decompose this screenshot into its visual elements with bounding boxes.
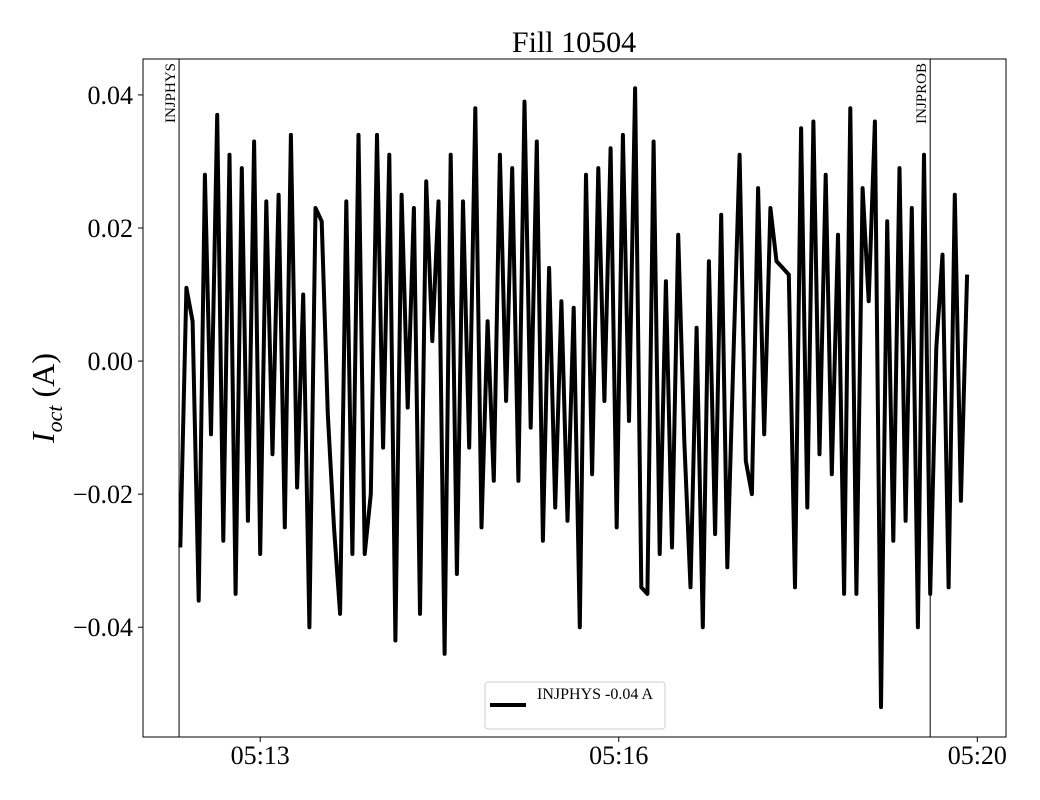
plot-frame (142, 58, 1007, 738)
x-tick-label: 05:20 (948, 741, 1007, 770)
legend-label: INJPHYS -0.04 A (537, 686, 653, 703)
chart-title: Fill 10504 (512, 26, 636, 59)
event-label: INJPROB (914, 63, 930, 124)
legend-box (484, 681, 666, 730)
y-tick-label: 0.02 (88, 214, 134, 243)
y-label-main: I (25, 431, 61, 444)
y-tick-label: −0.04 (73, 613, 133, 642)
y-tick-label: 0.04 (88, 81, 134, 110)
x-tick-label: 05:13 (231, 741, 290, 770)
data-line (178, 86, 970, 710)
y-tick-label: 0.00 (88, 347, 134, 376)
x-tick-label: 05:16 (589, 741, 648, 770)
legend: INJPHYS -0.04 A (484, 681, 666, 730)
y-tick-label: −0.02 (73, 480, 133, 509)
y-label-rest: (A) (25, 353, 61, 405)
y-label-sub: oct (42, 405, 67, 433)
y-axis-label: Ioct (A) (25, 353, 67, 444)
event-label: INJPHYS (163, 63, 179, 123)
